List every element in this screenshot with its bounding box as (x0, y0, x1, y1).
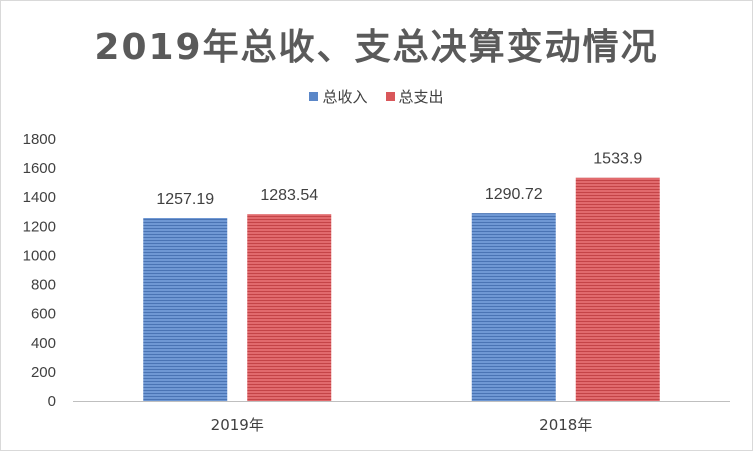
data-label: 1257.19 (156, 191, 214, 208)
bar-expense-0 (247, 214, 332, 401)
y-tick-label: 1600 (23, 160, 56, 177)
data-label: 1283.54 (260, 187, 318, 204)
y-tick-label: 800 (31, 277, 56, 294)
y-tick-label: 400 (31, 335, 56, 352)
legend-item-expense: 总支出 (385, 86, 444, 107)
y-tick-label: 0 (48, 393, 56, 410)
x-category-label: 2019年 (211, 416, 264, 434)
bar-income-1 (471, 213, 556, 401)
legend-swatch-income (309, 92, 319, 101)
legend-label-income: 总收入 (322, 88, 368, 106)
chart-legend: 总收入 总支出 (0, 86, 753, 107)
y-tick-label: 200 (31, 364, 56, 381)
y-tick-label: 1400 (23, 189, 56, 206)
x-category-label: 2018年 (539, 416, 592, 434)
y-tick-label: 1000 (23, 247, 56, 264)
chart-title: 2019年总收、支总决算变动情况 (94, 27, 659, 68)
y-tick-label: 600 (31, 306, 56, 323)
legend-swatch-expense (385, 92, 395, 101)
data-label: 1533.9 (593, 151, 642, 168)
bar-expense-1 (575, 177, 660, 401)
bar-income-0 (143, 218, 228, 401)
y-tick-label: 1800 (23, 131, 56, 148)
legend-item-income: 总收入 (309, 86, 368, 107)
legend-label-expense: 总支出 (398, 88, 444, 106)
y-tick-label: 1200 (23, 218, 56, 235)
data-label: 1290.72 (485, 186, 543, 203)
